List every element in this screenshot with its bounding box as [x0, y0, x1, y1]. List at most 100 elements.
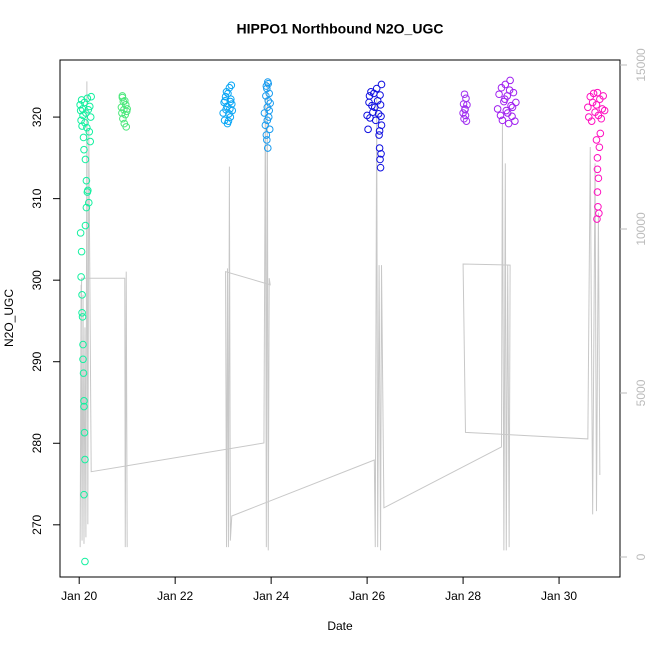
point [80, 428, 89, 437]
point [81, 221, 90, 230]
y-tick-label: 310 [30, 188, 44, 208]
point [593, 165, 602, 174]
point [376, 163, 385, 172]
point [511, 117, 519, 125]
point [78, 291, 86, 299]
point [496, 111, 505, 120]
point [461, 105, 469, 114]
point [265, 106, 274, 115]
point [120, 96, 129, 105]
point [78, 313, 87, 321]
point [593, 188, 602, 196]
point [79, 340, 87, 349]
x-tick-label: Jan 30 [541, 589, 577, 603]
x-tick-label: Jan 22 [157, 589, 193, 603]
point [376, 155, 384, 164]
point [82, 203, 91, 212]
point [265, 125, 274, 134]
point [374, 110, 383, 118]
point [263, 136, 271, 144]
point [224, 117, 233, 125]
y-tick-label: 270 [30, 514, 44, 534]
point [80, 145, 88, 154]
point [265, 89, 274, 98]
y-axis-label: N2O_UGC [2, 289, 16, 347]
point [587, 117, 596, 125]
point [81, 455, 89, 464]
point [377, 112, 385, 121]
point [597, 114, 606, 123]
point [498, 116, 507, 125]
point [377, 80, 386, 89]
point [263, 78, 272, 86]
point [598, 105, 607, 113]
point [505, 86, 514, 94]
point [81, 557, 89, 566]
point [263, 144, 272, 152]
point [85, 127, 94, 136]
point [593, 88, 602, 97]
point [501, 80, 510, 89]
point [79, 355, 87, 364]
point [462, 117, 471, 125]
point [504, 119, 513, 128]
point [123, 105, 131, 113]
point [263, 116, 272, 125]
point [377, 149, 385, 158]
y-tick-label: 280 [30, 433, 44, 453]
y-tick-label: 290 [30, 351, 44, 371]
point [376, 101, 385, 109]
point [592, 101, 601, 109]
point [595, 143, 604, 152]
point [80, 490, 88, 499]
point [119, 114, 127, 123]
point [262, 131, 271, 139]
point [79, 369, 88, 377]
y2-tick-label: 5000 [634, 379, 648, 406]
point [81, 155, 90, 164]
point [222, 88, 231, 96]
point [508, 103, 517, 112]
point [87, 92, 95, 101]
point [365, 92, 374, 100]
point [377, 121, 386, 130]
point [83, 94, 92, 103]
y-tick-label: 320 [30, 107, 44, 127]
point [371, 116, 380, 125]
point [461, 111, 470, 120]
point [600, 106, 609, 115]
point [83, 123, 91, 132]
point [495, 90, 503, 99]
point [122, 123, 131, 131]
point [83, 188, 92, 196]
point [80, 402, 88, 411]
point [81, 118, 89, 127]
point [79, 133, 88, 142]
point [375, 131, 383, 139]
point [593, 154, 602, 162]
point [262, 82, 271, 90]
y2-tick-label: 0 [634, 553, 648, 560]
point [509, 88, 518, 97]
x-tick-label: Jan 28 [445, 589, 481, 603]
point [463, 101, 471, 109]
point [80, 397, 88, 405]
point [493, 105, 502, 113]
chart-title: HIPPO1 Northbound N2O_UGC [237, 21, 444, 37]
point [76, 229, 85, 237]
point [501, 95, 509, 103]
point [84, 198, 93, 207]
y2-tick-label: 10000 [634, 212, 648, 246]
point [264, 96, 273, 105]
x-tick-label: Jan 20 [61, 589, 97, 603]
point [86, 113, 95, 121]
point [77, 116, 85, 125]
point [595, 209, 603, 218]
x-tick-label: Jan 24 [253, 589, 289, 603]
point [376, 91, 384, 99]
point [599, 92, 608, 100]
point [228, 106, 237, 115]
